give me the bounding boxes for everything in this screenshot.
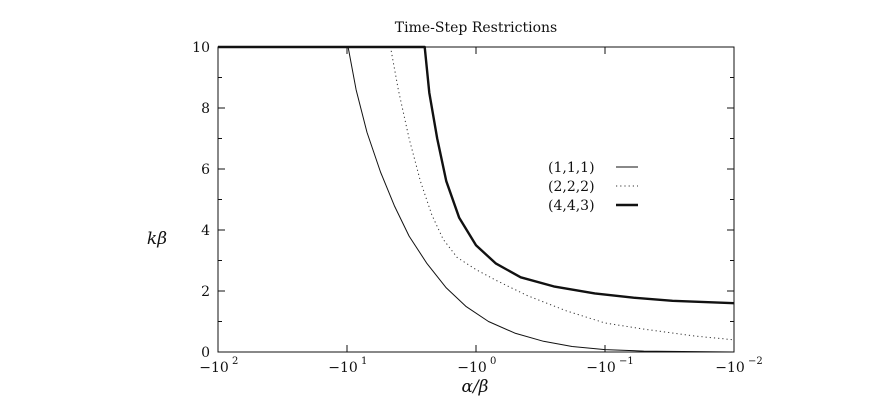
x-tick-label: −10 <box>715 360 745 376</box>
x-tick-label: −10 <box>328 360 358 376</box>
x-tick-exponent: −2 <box>748 356 763 367</box>
series-line-2 <box>218 46 735 341</box>
series-line-3 <box>218 45 735 305</box>
legend-label: (2,2,2) <box>548 179 595 195</box>
x-tick-label: −10 <box>586 360 616 376</box>
chart-title: Time-Step Restrictions <box>395 20 557 36</box>
y-axis-label: kβ <box>147 229 167 249</box>
series-layer <box>218 45 735 353</box>
x-tick-exponent: 1 <box>361 356 367 367</box>
x-ticks: −10 2 −10 1 −10 0 −10 −1 −10 −2 <box>199 47 763 376</box>
x-tick-label: −10 <box>199 360 229 376</box>
x-axis-label: α/β <box>461 377 488 397</box>
y-tick-label: 6 <box>201 162 210 178</box>
plot-frame <box>217 46 735 353</box>
y-tick-label: 4 <box>201 223 210 239</box>
series-line-1 <box>218 46 735 353</box>
legend-label: (4,4,3) <box>548 198 595 214</box>
x-tick-exponent: 2 <box>232 356 238 367</box>
legend: (1,1,1) (2,2,2) (4,4,3) <box>548 160 638 214</box>
x-tick-exponent: 0 <box>490 356 496 367</box>
y-tick-label: 8 <box>201 101 210 117</box>
x-axis-label-text: α/β <box>461 377 488 397</box>
y-tick-label: 0 <box>201 345 210 361</box>
y-tick-label: 2 <box>201 284 210 300</box>
x-tick-label: −10 <box>457 360 487 376</box>
y-tick-label: 10 <box>192 40 210 56</box>
x-tick-exponent: −1 <box>619 356 634 367</box>
y-axis-label-text: kβ <box>147 229 167 249</box>
y-ticks: 0 2 4 6 8 10 <box>192 40 734 361</box>
legend-label: (1,1,1) <box>548 160 595 176</box>
